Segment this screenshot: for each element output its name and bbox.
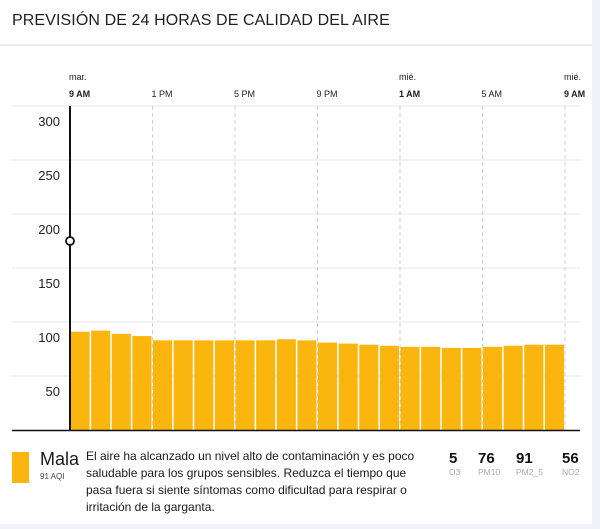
x-tick-label: 1 PM: [152, 89, 173, 99]
pollutant-value: 91: [516, 450, 533, 467]
x-tick-day-label: mié.: [564, 72, 581, 82]
y-tick-label: 100: [38, 330, 60, 345]
bar[interactable]: [153, 340, 173, 430]
y-tick-label: 50: [46, 384, 60, 399]
category-color-swatch: [12, 452, 29, 483]
aqi-description: El aire ha alcanzado un nivel alto de co…: [86, 449, 415, 514]
x-tick-day-label: mié.: [399, 72, 416, 82]
pollutant-name: PM10: [478, 467, 501, 477]
bar[interactable]: [421, 346, 441, 430]
bar[interactable]: [359, 344, 379, 430]
card-header: PREVISIÓN DE 24 HORAS DE CALIDAD DEL AIR…: [0, 0, 592, 46]
card-title: PREVISIÓN DE 24 HORAS DE CALIDAD DEL AIR…: [12, 12, 390, 29]
pollutant-no2: 56 NO2: [562, 450, 579, 477]
bar[interactable]: [235, 340, 255, 430]
pollutant-pm2-5: 91 PM2_5: [516, 450, 543, 477]
bar[interactable]: [91, 330, 111, 430]
x-tick-label: 9 AM: [564, 89, 585, 99]
y-tick-label: 200: [38, 222, 60, 237]
y-tick-label: 150: [38, 276, 60, 291]
bar[interactable]: [276, 339, 296, 430]
current-time-marker[interactable]: [65, 236, 75, 246]
pollutant-pm10: 76 PM10: [478, 450, 500, 477]
bar[interactable]: [297, 340, 317, 430]
bar[interactable]: [194, 340, 214, 430]
aqi-forecast-chart: 50 100 150 200 250 300 9 AM mar. 1 PM 5 PM 9 PM 1 A…: [12, 72, 585, 432]
bar[interactable]: [318, 342, 338, 430]
bar[interactable]: [544, 344, 564, 430]
bar[interactable]: [441, 347, 461, 430]
bar[interactable]: [214, 340, 234, 430]
pollutant-o3: 5 O3: [449, 450, 460, 477]
y-tick-label: 300: [38, 114, 60, 129]
x-tick-label: 5 PM: [234, 89, 255, 99]
x-tick-label: 1 AM: [399, 89, 420, 99]
bar[interactable]: [173, 340, 193, 430]
aqi-value: 91 AQI: [40, 472, 65, 481]
x-tick-label: 9 PM: [317, 89, 338, 99]
bar[interactable]: [132, 336, 152, 430]
pollutant-name: PM2_5: [516, 467, 543, 477]
bar[interactable]: [462, 347, 482, 430]
pollutant-name: O3: [449, 467, 461, 477]
pollutant-value: 5: [449, 450, 458, 467]
pollutant-value: 56: [562, 450, 579, 467]
bar[interactable]: [483, 346, 503, 430]
x-tick-label: 5 AM: [482, 89, 503, 99]
y-tick-label: 250: [38, 168, 60, 183]
bar[interactable]: [503, 345, 523, 430]
x-tick-day-label: mar.: [69, 72, 87, 82]
x-tick-label: 9 AM: [69, 89, 90, 99]
bar[interactable]: [111, 333, 131, 430]
bar[interactable]: [256, 340, 276, 430]
bar[interactable]: [379, 345, 399, 430]
bar[interactable]: [400, 346, 420, 430]
pollutant-name: NO2: [562, 467, 580, 477]
air-quality-card: PREVISIÓN DE 24 HORAS DE CALIDAD DEL AIR…: [0, 0, 592, 524]
bar[interactable]: [338, 343, 358, 430]
bar[interactable]: [524, 344, 544, 430]
pollutant-value: 76: [478, 450, 495, 467]
aqi-category: Mala: [40, 449, 80, 469]
bar[interactable]: [70, 331, 90, 430]
